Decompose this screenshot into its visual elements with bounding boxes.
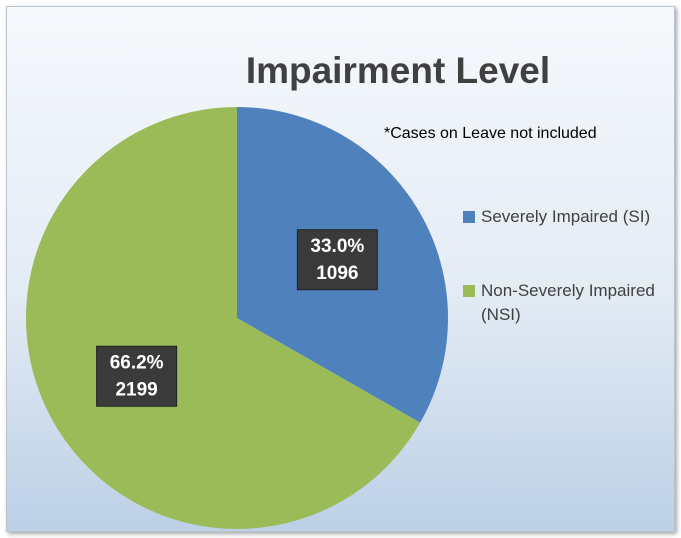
value-label: 1096: [316, 263, 358, 284]
percent-label: 66.2%: [110, 352, 164, 373]
pie-slice: [26, 107, 421, 530]
label-box: [96, 345, 178, 407]
legend-item: Non-Severely Impaired (NSI): [463, 279, 673, 339]
legend-item: Severely Impaired (SI): [463, 205, 673, 265]
data-label: 33.0% 1096: [296, 229, 378, 291]
legend-swatch: [463, 211, 475, 223]
value-label: 2199: [115, 379, 157, 400]
data-label: 66.2% 2199: [96, 345, 178, 407]
chart-title: Impairment Level: [246, 50, 550, 91]
percent-label: 33.0%: [310, 236, 364, 257]
legend-label: Severely Impaired (SI): [481, 207, 651, 226]
legend-swatch: [463, 285, 475, 297]
label-box: [296, 229, 378, 291]
legend-label: Non-Severely Impaired (NSI): [481, 281, 655, 324]
annotation: *Cases on Leave not included: [384, 125, 597, 142]
